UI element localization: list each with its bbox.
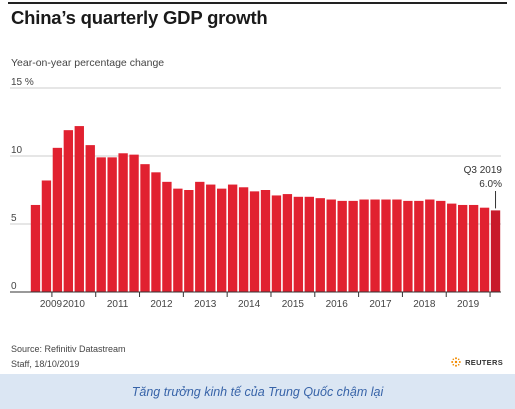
x-tick-label: 2015 [282,299,305,310]
y-tick-label: 15 % [11,77,34,88]
bar-chart: 15 % 10 5 0 2009 2010 2011 2012 2013 2014 2015 2016… [10,77,502,310]
bar [326,199,336,292]
x-tick-label: 2011 [107,299,129,310]
bar [227,184,238,292]
chart-title: China’s quarterly GDP growth [11,7,268,28]
bar [359,199,369,292]
bar [217,188,227,292]
x-tick-label: 2017 [369,299,392,310]
bar [140,164,150,292]
x-tick-label: 2016 [326,299,349,310]
bar [151,172,161,292]
bar [337,200,347,292]
bar [381,199,391,292]
bar [348,200,358,292]
reuters-dots-icon [451,357,461,367]
bar [260,190,271,292]
bar [118,153,128,292]
bar [238,187,249,292]
bar [490,210,501,292]
bar [414,200,424,292]
bar [479,207,490,292]
bar-layer [30,126,501,292]
bar [293,196,304,292]
bar [282,194,293,292]
bar [173,188,183,292]
logo-text: REUTERS [465,357,503,367]
x-tick-label: 2009 [40,299,63,310]
credit-note: Staff, 18/10/2019 [11,359,80,369]
bar [370,199,380,292]
bar [206,184,216,292]
x-tick-label: 2013 [194,299,217,310]
bar [304,196,314,292]
y-tick-label: 0 [11,281,17,292]
chart-subtitle: Year-on-year percentage change [11,57,165,69]
bar [457,204,468,292]
image-caption: Tăng trưởng kinh tế của Trung Quốc chậm … [0,374,515,409]
bar [107,157,117,292]
bar [315,198,325,292]
reuters-logo: REUTERS [450,356,503,368]
x-tick-label: 2012 [150,299,173,310]
source-note: Source: Refinitiv Datastream [11,344,126,354]
bar [74,126,84,292]
bar [425,199,435,292]
bar [271,195,282,292]
y-tick-label: 10 [11,145,23,156]
x-tick-label: 2010 [63,299,86,310]
annotation-label: Q3 2019 [464,165,503,176]
bar [249,191,260,292]
x-tick-label: 2014 [238,299,261,310]
x-tick-label: 2019 [457,299,480,310]
label-layer: 15 % 10 5 0 2009 2010 2011 2012 2013 2014 2015 2016… [11,77,502,310]
bar [129,154,139,292]
bar [52,147,63,292]
axis-layer [10,291,501,297]
bar [184,190,194,292]
bar [63,130,74,292]
bar [392,199,402,292]
bar [96,157,106,292]
bar [85,145,95,292]
bar [41,180,52,292]
bar [403,200,413,292]
annotation-value: 6.0% [479,179,502,190]
bar [468,204,479,292]
bar [195,181,205,292]
x-tick-label: 2018 [413,299,436,310]
bar [447,203,457,292]
y-tick-label: 5 [11,213,17,224]
bar [30,204,41,292]
bar [162,181,172,292]
bar [436,200,446,292]
top-rule [8,2,507,4]
